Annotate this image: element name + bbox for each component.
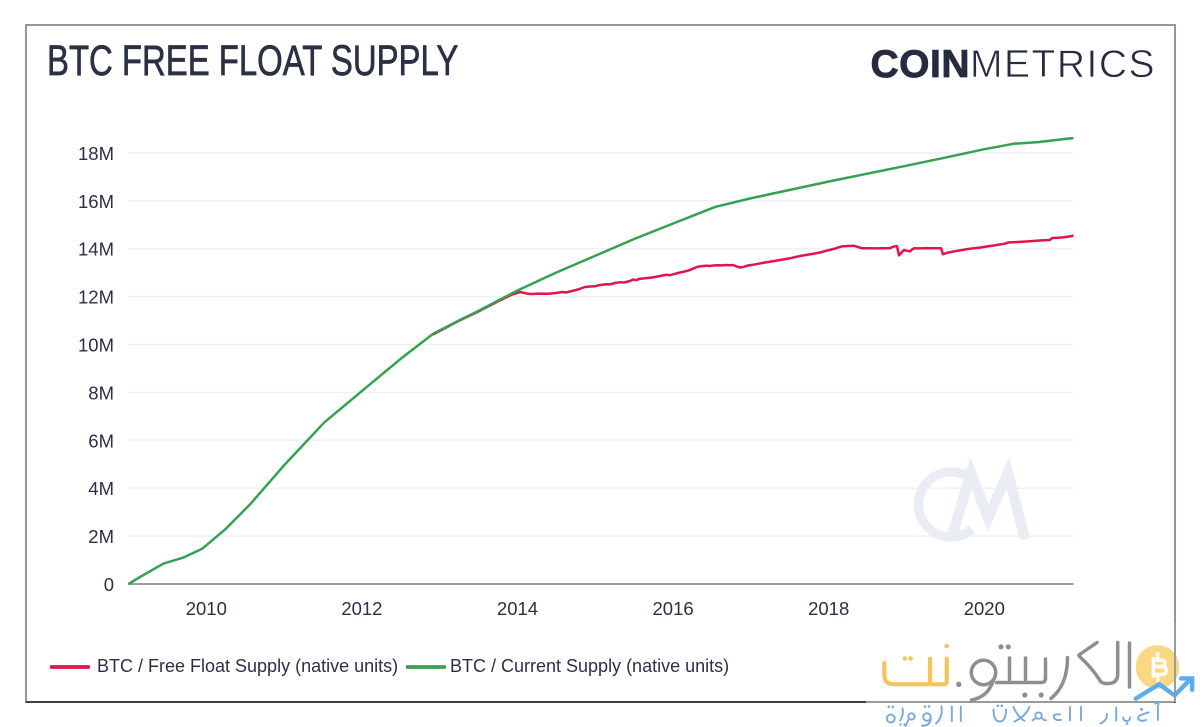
svg-text:2020: 2020 [964,598,1005,619]
svg-text:2012: 2012 [341,598,382,619]
svg-text:2M: 2M [88,526,114,547]
svg-text:2010: 2010 [186,598,227,619]
svg-text:14M: 14M [78,239,114,260]
svg-text:8M: 8M [88,382,114,403]
svg-text:6M: 6M [88,430,114,451]
svg-text:0: 0 [104,574,114,595]
svg-text:10M: 10M [78,335,114,356]
svg-text:16M: 16M [78,191,114,212]
svg-text:18M: 18M [78,143,114,164]
svg-text:2014: 2014 [497,598,538,619]
svg-text:2018: 2018 [808,598,849,619]
svg-text:12M: 12M [78,287,114,308]
svg-text:2016: 2016 [653,598,694,619]
svg-text:4M: 4M [88,478,114,499]
